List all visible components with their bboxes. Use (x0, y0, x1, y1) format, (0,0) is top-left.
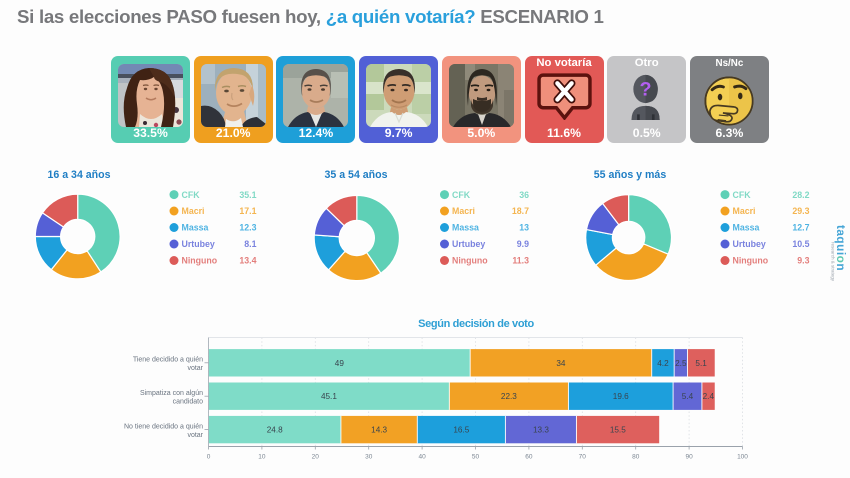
svg-text:4.2: 4.2 (657, 359, 669, 368)
svg-text:13.3: 13.3 (533, 426, 549, 435)
svg-text:Massa: Massa (733, 223, 760, 233)
svg-text:Urtubey: Urtubey (182, 239, 215, 249)
svg-text:?: ? (640, 79, 652, 101)
svg-text:50: 50 (472, 453, 480, 460)
svg-text:28.2: 28.2 (792, 190, 809, 200)
svg-text:Macri: Macri (733, 206, 756, 216)
svg-text:Macri: Macri (182, 206, 205, 216)
svg-text:Massa: Massa (182, 223, 209, 233)
svg-text:13: 13 (519, 223, 529, 233)
svg-text:29.3: 29.3 (792, 206, 809, 216)
svg-text:24.8: 24.8 (267, 426, 283, 435)
svg-text:14.3: 14.3 (371, 426, 387, 435)
svg-text:2.4: 2.4 (703, 392, 715, 401)
svg-text:5.4: 5.4 (682, 392, 694, 401)
svg-text:Urtubey: Urtubey (733, 239, 766, 249)
svg-text:candidato: candidato (173, 399, 203, 406)
svg-text:90: 90 (685, 453, 693, 460)
svg-text:CFK: CFK (182, 190, 201, 200)
svg-text:16.5: 16.5 (453, 426, 469, 435)
svg-text:13.4: 13.4 (239, 256, 256, 266)
svg-text:CFK: CFK (733, 190, 752, 200)
svg-text:12.3: 12.3 (239, 223, 256, 233)
svg-text:Ninguno: Ninguno (452, 256, 488, 266)
svg-text:22.3: 22.3 (501, 392, 517, 401)
svg-text:9.3: 9.3 (797, 256, 809, 266)
svg-text:votar: votar (187, 432, 203, 439)
svg-text:5.1: 5.1 (695, 359, 707, 368)
svg-text:CFK: CFK (452, 190, 471, 200)
svg-text:9.9: 9.9 (517, 239, 529, 249)
svg-text:8.1: 8.1 (244, 239, 256, 249)
svg-text:35.1: 35.1 (239, 190, 256, 200)
svg-text:49: 49 (335, 359, 345, 368)
svg-text:80: 80 (632, 453, 640, 460)
svg-text:2.5: 2.5 (675, 359, 687, 368)
svg-text:17.1: 17.1 (239, 206, 256, 216)
svg-text:20: 20 (312, 453, 320, 460)
svg-text:36: 36 (519, 190, 529, 200)
svg-text:10.5: 10.5 (792, 239, 809, 249)
svg-text:Macri: Macri (452, 206, 475, 216)
svg-text:Simpatiza con algún: Simpatiza con algún (140, 390, 203, 397)
svg-text:Massa: Massa (452, 223, 479, 233)
svg-text:60: 60 (525, 453, 533, 460)
svg-text:70: 70 (579, 453, 587, 460)
svg-text:12.7: 12.7 (792, 223, 809, 233)
svg-text:34: 34 (556, 359, 566, 368)
svg-text:10: 10 (258, 453, 266, 460)
svg-text:votar: votar (187, 365, 203, 372)
svg-text:15.5: 15.5 (610, 426, 626, 435)
svg-text:Ninguno: Ninguno (733, 256, 769, 266)
svg-text:45.1: 45.1 (321, 392, 337, 401)
svg-text:18.7: 18.7 (512, 206, 529, 216)
svg-text:11.3: 11.3 (512, 256, 529, 266)
svg-text:40: 40 (418, 453, 426, 460)
svg-text:Tiene decidido a quién: Tiene decidido a quién (133, 357, 203, 364)
svg-text:100: 100 (737, 453, 748, 460)
svg-text:Urtubey: Urtubey (452, 239, 485, 249)
svg-text:0: 0 (207, 453, 211, 460)
svg-text:30: 30 (365, 453, 373, 460)
svg-text:No tiene decidido a quién: No tiene decidido a quién (124, 423, 203, 430)
svg-text:19.6: 19.6 (613, 392, 629, 401)
svg-text:Ninguno: Ninguno (182, 256, 218, 266)
